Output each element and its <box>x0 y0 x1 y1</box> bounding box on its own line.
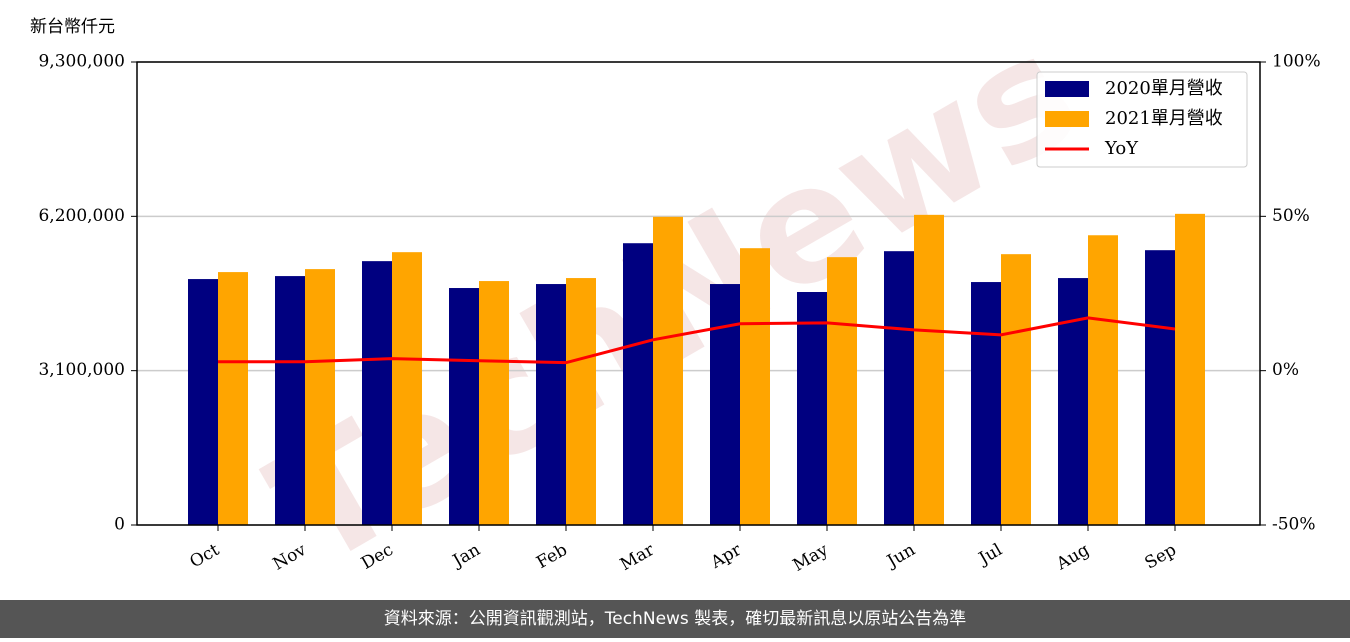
bar <box>449 288 479 525</box>
bar <box>1001 254 1031 525</box>
bar <box>914 214 944 525</box>
bar <box>305 269 335 525</box>
footer: 資料來源：公開資訊觀測站，TechNews 製表，確切最新訊息以原站公告為準 <box>384 609 966 629</box>
x-tick-label: Mar <box>617 539 659 575</box>
legend-swatch <box>1045 111 1089 127</box>
bar <box>479 281 509 525</box>
bar <box>884 251 914 525</box>
x-tick-label: Sep <box>1142 540 1180 574</box>
y2-tick-label: 100% <box>1272 52 1321 72</box>
bar <box>1058 278 1088 525</box>
bar <box>740 248 770 526</box>
x-tick-label: May <box>790 540 833 576</box>
bar <box>1145 250 1175 525</box>
y-axis-label: 新台幣仟元 <box>30 17 115 37</box>
bar <box>362 261 392 525</box>
y-tick-label: 9,300,000 <box>38 52 125 72</box>
y-tick-label: 0 <box>114 515 125 535</box>
bar <box>623 243 653 525</box>
bar <box>218 272 248 525</box>
legend-label: 2021單月營收 <box>1105 108 1223 129</box>
bar <box>710 284 740 525</box>
line <box>218 316 1176 365</box>
y-tick-label: 6,200,000 <box>38 206 125 226</box>
y-tick-label: 3,100,000 <box>38 360 125 380</box>
x-tick-label: Jun <box>882 540 919 573</box>
y2-tick-label: -50% <box>1272 515 1316 535</box>
x-tick-label: Jan <box>448 540 484 572</box>
legend-swatch <box>1045 81 1089 97</box>
x-tick-label: Apr <box>707 539 746 573</box>
x-tick-label: Jul <box>974 540 1006 570</box>
y2-tick-label: 0% <box>1272 360 1299 380</box>
footer-bar <box>0 600 1350 638</box>
legend-label: YoY <box>1104 138 1139 159</box>
bar <box>827 257 857 525</box>
x-tick-label: Aug <box>1052 540 1093 575</box>
bar <box>188 279 218 525</box>
bar <box>653 216 683 525</box>
bar <box>1088 235 1118 525</box>
x-tick-label: Feb <box>533 540 571 573</box>
y2-tick-label: 50% <box>1272 206 1310 226</box>
bar <box>1175 213 1205 525</box>
plot-frame <box>136 61 1261 526</box>
x-tick-label: Oct <box>187 540 223 573</box>
bar <box>275 276 305 525</box>
bar <box>797 292 827 525</box>
bar <box>392 252 422 525</box>
bar <box>536 284 566 525</box>
legend <box>1036 71 1248 168</box>
bar <box>971 282 1001 525</box>
bar <box>566 278 596 525</box>
legend-label: 2020單月營收 <box>1105 78 1223 99</box>
